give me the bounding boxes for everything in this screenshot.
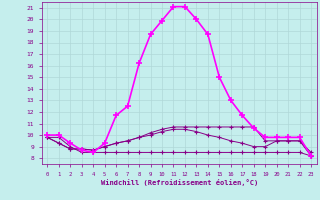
X-axis label: Windchill (Refroidissement éolien,°C): Windchill (Refroidissement éolien,°C) bbox=[100, 179, 258, 186]
